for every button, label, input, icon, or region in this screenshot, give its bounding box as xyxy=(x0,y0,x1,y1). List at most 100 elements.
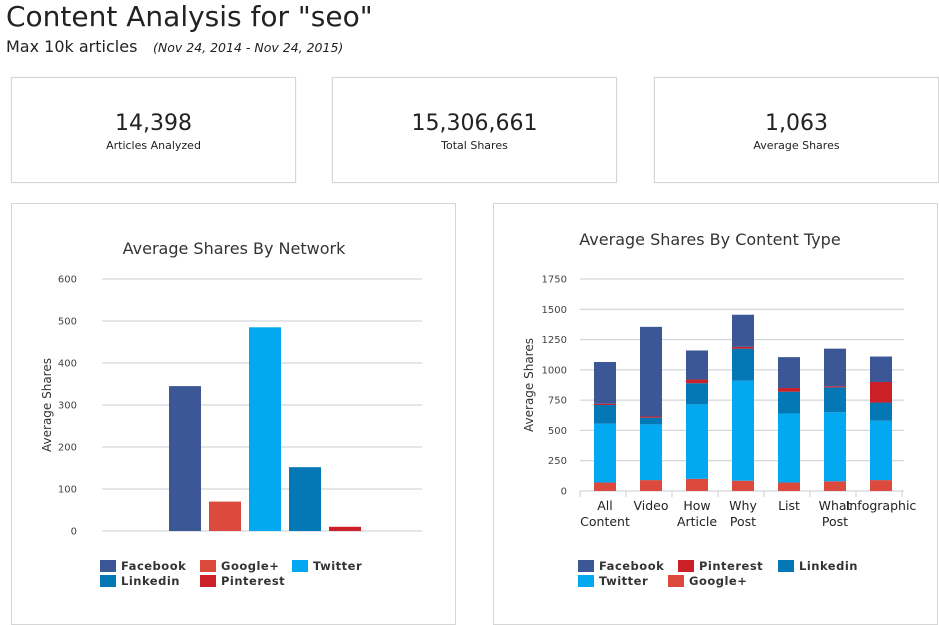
legend-label-pinterest: Pinterest xyxy=(221,574,285,588)
bar-segment-twitter xyxy=(824,412,846,482)
y-tick-label: 600 xyxy=(58,275,77,286)
bar-segment-facebook xyxy=(686,350,708,380)
bar-segment-google xyxy=(824,481,846,491)
y-axis-label: Average Shares xyxy=(40,358,54,452)
x-category-label: Content xyxy=(580,514,630,529)
legend-swatch-pinterest xyxy=(678,560,694,572)
stat-label: Total Shares xyxy=(441,139,508,152)
x-category-label: Post xyxy=(730,514,756,529)
bar-linkedin xyxy=(289,467,321,531)
bar-segment-pinterest xyxy=(640,416,662,418)
legend-swatch-linkedin xyxy=(100,575,116,587)
bar-segment-pinterest xyxy=(732,346,754,349)
bar-segment-google xyxy=(778,482,800,491)
x-category-label: Post xyxy=(822,514,848,529)
bar-segment-linkedin xyxy=(640,417,662,425)
content-type-chart: Average Shares By Content Type 0 250 500 750… xyxy=(522,230,917,588)
bar-segment-facebook xyxy=(870,356,892,382)
bar-segment-pinterest xyxy=(870,381,892,403)
page-title: Content Analysis for "seo" xyxy=(6,0,373,33)
legend-swatch-google xyxy=(200,560,216,572)
legend-label-facebook: Facebook xyxy=(599,559,664,573)
bar-segment-twitter xyxy=(732,380,754,481)
bar-segment-facebook xyxy=(732,314,754,347)
bar-segment-facebook xyxy=(594,361,616,404)
chart-title: Average Shares By Content Type xyxy=(579,230,840,249)
chart-title: Average Shares By Network xyxy=(123,239,346,258)
y-tick-label: 200 xyxy=(58,443,77,454)
legend-label-linkedin: Linkedin xyxy=(121,574,180,588)
date-range: (Nov 24, 2014 - Nov 24, 2015) xyxy=(153,40,344,55)
stat-value: 14,398 xyxy=(115,111,192,136)
bar-segment-facebook xyxy=(640,326,662,417)
y-tick-label: 1000 xyxy=(542,365,567,376)
bar-segment-google xyxy=(870,480,892,491)
x-category-label: List xyxy=(778,498,800,513)
bar-segment-pinterest xyxy=(594,403,616,405)
bar-segment-pinterest xyxy=(686,379,708,384)
bar-segment-twitter xyxy=(686,404,708,479)
legend-swatch-pinterest xyxy=(200,575,216,587)
y-tick-label: 1250 xyxy=(542,335,567,346)
legend-label-twitter: Twitter xyxy=(313,559,362,573)
legend-swatch-facebook xyxy=(578,560,594,572)
bar-segment-google xyxy=(686,478,708,491)
bar-segment-twitter xyxy=(594,423,616,483)
legend-label-google: Google+ xyxy=(689,574,747,588)
x-category-label: Infographic xyxy=(846,498,917,513)
chart-panel-content-type: Average Shares By Content Type 0 250 500 750… xyxy=(493,203,938,625)
legend-swatch-facebook xyxy=(100,560,116,572)
y-tick-label: 500 xyxy=(58,317,77,328)
x-category-label: Why xyxy=(729,498,757,513)
bar-segment-linkedin xyxy=(594,404,616,424)
stat-value: 1,063 xyxy=(765,111,828,136)
bar-segment-linkedin xyxy=(778,391,800,414)
x-category-label: All xyxy=(597,498,613,513)
bar-segment-pinterest xyxy=(778,388,800,392)
y-tick-label: 0 xyxy=(71,527,77,538)
y-axis-label: Average Shares xyxy=(522,338,536,432)
stat-label: Articles Analyzed xyxy=(106,139,201,152)
bar-segment-google xyxy=(640,480,662,491)
legend-label-facebook: Facebook xyxy=(121,559,186,573)
bar-segment-linkedin xyxy=(732,348,754,381)
y-tick-label: 1750 xyxy=(542,275,567,286)
legend-swatch-twitter xyxy=(292,560,308,572)
stat-card-total-shares: 15,306,661 Total Shares xyxy=(332,77,617,183)
legend-label-pinterest: Pinterest xyxy=(699,559,763,573)
y-tick-label: 750 xyxy=(548,396,567,407)
y-tick-label: 500 xyxy=(548,426,567,437)
stat-label: Average Shares xyxy=(753,139,840,152)
bar-segment-twitter xyxy=(870,420,892,481)
y-tick-label: 400 xyxy=(58,359,77,370)
bar-segment-linkedin xyxy=(686,383,708,405)
legend-label-linkedin: Linkedin xyxy=(799,559,858,573)
y-tick-label: 300 xyxy=(58,401,77,412)
legend-label-google: Google+ xyxy=(221,559,279,573)
bar-segment-google xyxy=(732,480,754,491)
legend-swatch-twitter xyxy=(578,575,594,587)
network-chart: Average Shares By Network 0 100 200 300 400 50… xyxy=(40,239,422,588)
bar-pinterest xyxy=(329,526,361,531)
legend-swatch-google xyxy=(668,575,684,587)
bar-segment-facebook xyxy=(778,357,800,389)
y-tick-label: 0 xyxy=(561,487,567,498)
bar-segment-twitter xyxy=(640,424,662,481)
page-subtitle: Max 10k articles xyxy=(6,37,138,56)
y-tick-label: 250 xyxy=(548,456,567,467)
x-category-label: Video xyxy=(633,498,668,513)
bar-segment-google xyxy=(594,482,616,491)
bar-segment-facebook xyxy=(824,348,846,387)
legend-swatch-linkedin xyxy=(778,560,794,572)
bar-twitter xyxy=(249,327,281,531)
chart-panel-network: Average Shares By Network 0 100 200 300 400 50… xyxy=(11,203,456,625)
bar-segment-twitter xyxy=(778,413,800,483)
y-tick-label: 100 xyxy=(58,485,77,496)
bar-segment-linkedin xyxy=(870,402,892,421)
x-category-label: How xyxy=(683,498,710,513)
legend-label-twitter: Twitter xyxy=(599,574,648,588)
stat-card-articles: 14,398 Articles Analyzed xyxy=(11,77,296,183)
stat-value: 15,306,661 xyxy=(411,111,538,136)
bar-segment-linkedin xyxy=(824,387,846,413)
x-category-label: What xyxy=(819,498,852,513)
